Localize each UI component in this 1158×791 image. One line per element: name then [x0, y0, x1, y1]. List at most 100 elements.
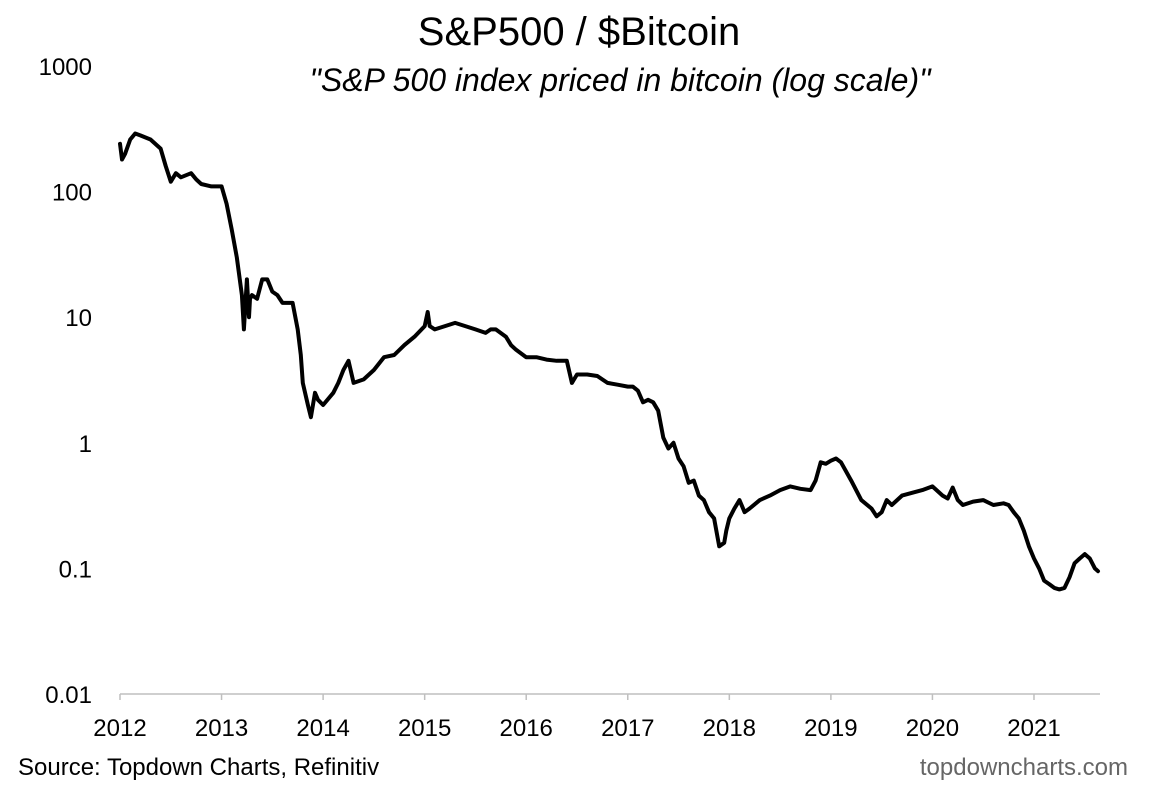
data-point [1052, 586, 1056, 590]
data-point [247, 315, 251, 319]
data-point [164, 164, 168, 168]
data-point [120, 157, 124, 162]
data-point [875, 514, 879, 518]
data-point [524, 355, 528, 359]
data-point [946, 496, 950, 501]
data-point [286, 301, 290, 305]
data-point [148, 137, 153, 142]
data-point [189, 171, 193, 175]
data-point [255, 297, 259, 301]
data-point [814, 479, 818, 483]
data-point [1057, 587, 1061, 592]
data-point [209, 184, 213, 188]
data-point [433, 327, 437, 331]
data-point [534, 355, 539, 359]
y-tick-label: 1000 [39, 54, 92, 81]
chart-series [118, 131, 1100, 592]
y-tick-label: 0.1 [59, 556, 92, 583]
data-point [819, 460, 823, 464]
data-point [1093, 566, 1097, 571]
data-point [722, 541, 726, 545]
data-point [309, 415, 313, 419]
y-tick-label: 0.01 [45, 682, 92, 709]
data-point [737, 498, 742, 502]
data-point [570, 381, 574, 385]
x-tick-label: 2014 [296, 715, 349, 742]
data-point [1088, 556, 1092, 561]
data-point [392, 353, 396, 357]
data-point [859, 498, 863, 502]
data-point [605, 381, 610, 385]
data-point [1047, 582, 1051, 586]
data-point [768, 494, 772, 498]
data-point [1001, 501, 1006, 505]
data-point [118, 142, 122, 146]
data-point [1073, 561, 1077, 565]
data-point [443, 324, 447, 328]
source-note: Source: Topdown Charts, Refinitiv [18, 754, 380, 781]
data-point [341, 368, 345, 372]
data-point [346, 359, 351, 363]
data-point [702, 498, 706, 502]
data-point [724, 529, 728, 533]
data-point [382, 355, 386, 359]
data-point [296, 327, 300, 331]
data-point [1027, 544, 1031, 548]
data-point [504, 335, 508, 339]
data-point [839, 460, 843, 464]
data-point [890, 503, 894, 507]
data-point [1062, 586, 1067, 590]
data-point [362, 377, 366, 381]
data-point [123, 152, 127, 156]
data-point [1037, 566, 1041, 571]
data-point [235, 255, 239, 259]
data-point [951, 486, 955, 490]
data-point [824, 462, 828, 466]
data-point [313, 391, 317, 395]
data-point [133, 131, 137, 136]
data-point [301, 381, 305, 385]
data-point [225, 202, 229, 206]
data-point [956, 498, 960, 502]
data-point [682, 464, 686, 468]
data-point [687, 481, 691, 485]
data-point [651, 400, 655, 404]
data-point [1042, 579, 1046, 583]
data-point [1078, 556, 1082, 561]
data-point [463, 324, 467, 328]
series-line [118, 131, 1100, 592]
data-point [242, 327, 246, 331]
data-point [489, 327, 493, 331]
data-point [595, 374, 599, 378]
data-point [727, 516, 731, 521]
chart-axes [119, 693, 1100, 700]
data-point [981, 498, 985, 502]
data-point [423, 324, 427, 328]
chart-title: S&P500 / $Bitcoin [417, 10, 741, 54]
x-tick-label: 2013 [195, 715, 248, 742]
data-point [941, 494, 945, 498]
x-tick-label: 2016 [500, 715, 553, 742]
data-point [306, 403, 310, 407]
data-point [676, 456, 681, 461]
data-point [544, 358, 549, 362]
data-point [788, 484, 792, 488]
data-point [179, 175, 183, 179]
data-point [509, 343, 513, 347]
data-point [900, 494, 904, 498]
y-tick-label: 1 [79, 431, 92, 458]
data-point [138, 133, 142, 137]
data-point [220, 184, 224, 188]
data-point [1032, 556, 1036, 561]
data-point [743, 510, 747, 514]
data-point [248, 297, 252, 301]
data-point [291, 301, 295, 305]
x-tick-label: 2019 [804, 715, 857, 742]
data-point [336, 381, 340, 385]
data-point [717, 544, 721, 548]
chart-tick-labels: 2012 2013 2014 2015 2016 2017 2018 2019 2020 2021… [39, 54, 1061, 742]
data-point [880, 510, 884, 514]
data-point [240, 293, 244, 297]
data-point [299, 353, 303, 357]
data-point [885, 498, 889, 502]
